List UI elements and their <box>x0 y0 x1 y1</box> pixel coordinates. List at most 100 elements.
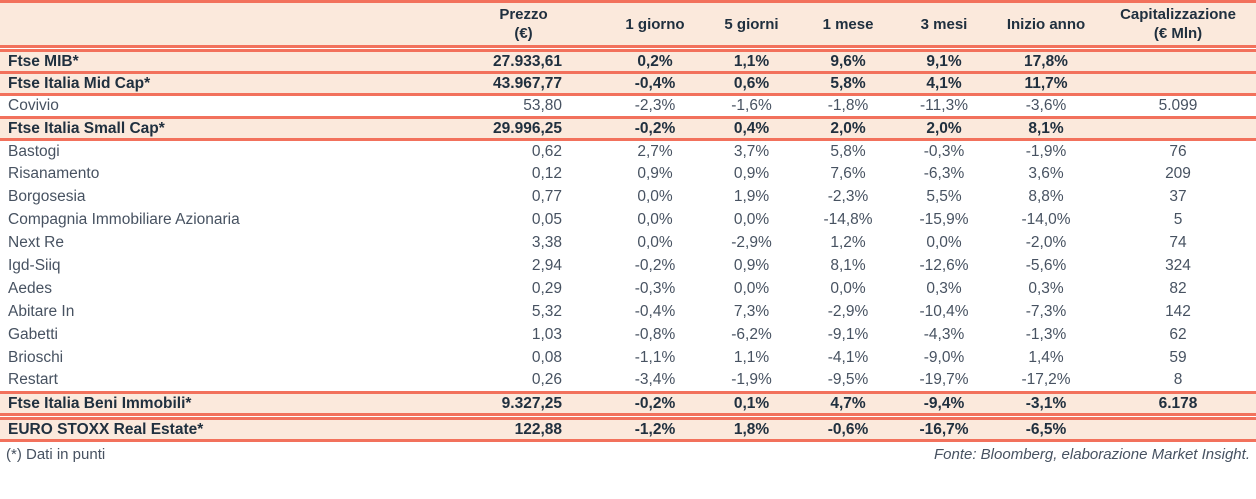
cell-prezzo: 0,29 <box>440 277 607 301</box>
cell-capitalizzazione: 82 <box>1100 277 1256 301</box>
cell-1-giorno: -0,2% <box>607 254 703 278</box>
cell-inizio-anno: 17,8% <box>992 49 1100 74</box>
cell-inizio-anno: 8,8% <box>992 185 1100 209</box>
table-row: Bastogi 0,62 2,7% 3,7% 5,8% -0,3% -1,9% … <box>0 139 1256 163</box>
cell-prezzo: 0,62 <box>440 139 607 163</box>
cell-capitalizzazione: 8 <box>1100 369 1256 393</box>
table-row: Compagnia Immobiliare Azionaria 0,05 0,0… <box>0 208 1256 232</box>
cell-1-mese: -14,8% <box>800 208 896 232</box>
cell-1-mese: 7,6% <box>800 162 896 186</box>
table-row: Brioschi 0,08 -1,1% 1,1% -4,1% -9,0% 1,4… <box>0 346 1256 370</box>
cell-3-mesi: 4,1% <box>896 71 992 96</box>
cell-prezzo: 0,77 <box>440 185 607 209</box>
cell-prezzo: 0,12 <box>440 162 607 186</box>
table-footer: (*) Dati in punti Fonte: Bloomberg, elab… <box>0 442 1256 463</box>
cell-prezzo: 43.967,77 <box>440 71 607 96</box>
cell-inizio-anno: 1,4% <box>992 346 1100 370</box>
cell-inizio-anno: -17,2% <box>992 369 1100 393</box>
col-header-inizio-anno: Inizio anno <box>992 0 1100 48</box>
cell-name: Risanamento <box>0 162 440 186</box>
cell-prezzo: 1,03 <box>440 323 607 347</box>
cell-1-mese: -4,1% <box>800 346 896 370</box>
cell-name: Bastogi <box>0 139 440 163</box>
col-header-capitalizzazione: Capitalizzazione (€ Mln) <box>1100 0 1256 48</box>
cell-capitalizzazione <box>1100 71 1256 96</box>
cell-1-mese: 4,7% <box>800 391 896 416</box>
header-row: Prezzo (€) 1 giorno 5 giorni 1 mese 3 me… <box>0 0 1256 48</box>
cell-capitalizzazione: 5 <box>1100 208 1256 232</box>
cell-capitalizzazione: 324 <box>1100 254 1256 278</box>
cell-3-mesi: -0,3% <box>896 139 992 163</box>
cell-3-mesi: 5,5% <box>896 185 992 209</box>
cell-5-giorni: 0,0% <box>703 277 800 301</box>
cell-capitalizzazione: 6.178 <box>1100 391 1256 416</box>
table-header: Prezzo (€) 1 giorno 5 giorni 1 mese 3 me… <box>0 0 1256 48</box>
col-header-prezzo: Prezzo (€) <box>440 0 607 48</box>
divider-row <box>0 414 1256 420</box>
col-header-name <box>0 0 440 48</box>
cell-inizio-anno: 0,3% <box>992 277 1100 301</box>
cell-3-mesi: 0,3% <box>896 277 992 301</box>
cell-1-giorno: -0,4% <box>607 71 703 96</box>
table-row: Ftse Italia Small Cap* 29.996,25 -0,2% 0… <box>0 116 1256 141</box>
col-header-1-giorno: 1 giorno <box>607 0 703 48</box>
cell-3-mesi: -6,3% <box>896 162 992 186</box>
cell-inizio-anno: -3,1% <box>992 391 1100 416</box>
cell-name: Ftse MIB* <box>0 49 440 74</box>
cell-name: Compagnia Immobiliare Azionaria <box>0 208 440 232</box>
col-header-1-mese: 1 mese <box>800 0 896 48</box>
cell-1-giorno: -0,2% <box>607 391 703 416</box>
cell-prezzo: 9.327,25 <box>440 391 607 416</box>
cell-1-giorno: 2,7% <box>607 139 703 163</box>
cell-1-giorno: -1,1% <box>607 346 703 370</box>
cell-1-giorno: 0,2% <box>607 49 703 74</box>
cell-capitalizzazione: 209 <box>1100 162 1256 186</box>
footnote-points: (*) Dati in punti <box>6 446 106 463</box>
market-table: Prezzo (€) 1 giorno 5 giorni 1 mese 3 me… <box>0 0 1256 442</box>
cell-inizio-anno: -7,3% <box>992 300 1100 324</box>
cell-prezzo: 122,88 <box>440 417 607 442</box>
cell-5-giorni: 0,9% <box>703 162 800 186</box>
cell-1-giorno: 0,0% <box>607 185 703 209</box>
cell-name: Ftse Italia Mid Cap* <box>0 71 440 96</box>
col-header-3-mesi: 3 mesi <box>896 0 992 48</box>
cell-prezzo: 0,05 <box>440 208 607 232</box>
cell-capitalizzazione: 142 <box>1100 300 1256 324</box>
cell-1-mese: -1,8% <box>800 94 896 118</box>
cell-1-giorno: 0,0% <box>607 208 703 232</box>
cell-1-mese: -9,5% <box>800 369 896 393</box>
cell-name: Ftse Italia Beni Immobili* <box>0 391 440 416</box>
cell-inizio-anno: 8,1% <box>992 116 1100 141</box>
cell-5-giorni: -1,6% <box>703 94 800 118</box>
cell-1-mese: -2,3% <box>800 185 896 209</box>
cell-inizio-anno: 3,6% <box>992 162 1100 186</box>
cell-3-mesi: -11,3% <box>896 94 992 118</box>
cell-3-mesi: 0,0% <box>896 231 992 255</box>
table-row: Borgosesia 0,77 0,0% 1,9% -2,3% 5,5% 8,8… <box>0 185 1256 209</box>
cell-name: Restart <box>0 369 440 393</box>
cell-1-mese: -9,1% <box>800 323 896 347</box>
cell-prezzo: 5,32 <box>440 300 607 324</box>
cell-prezzo: 29.996,25 <box>440 116 607 141</box>
table-row: Ftse Italia Mid Cap* 43.967,77 -0,4% 0,6… <box>0 71 1256 96</box>
cell-5-giorni: 0,0% <box>703 208 800 232</box>
cell-inizio-anno: -3,6% <box>992 94 1100 118</box>
cell-prezzo: 53,80 <box>440 94 607 118</box>
cell-1-mese: 0,0% <box>800 277 896 301</box>
table-row: Ftse MIB* 27.933,61 0,2% 1,1% 9,6% 9,1% … <box>0 49 1256 74</box>
cell-name: EURO STOXX Real Estate* <box>0 417 440 442</box>
cell-1-mese: 1,2% <box>800 231 896 255</box>
cell-1-mese: -0,6% <box>800 417 896 442</box>
cell-inizio-anno: -14,0% <box>992 208 1100 232</box>
cell-5-giorni: 1,1% <box>703 346 800 370</box>
cell-inizio-anno: -6,5% <box>992 417 1100 442</box>
cell-1-giorno: -0,2% <box>607 116 703 141</box>
cell-3-mesi: -16,7% <box>896 417 992 442</box>
cell-5-giorni: 0,9% <box>703 254 800 278</box>
cell-5-giorni: 0,4% <box>703 116 800 141</box>
table-row: Restart 0,26 -3,4% -1,9% -9,5% -19,7% -1… <box>0 369 1256 393</box>
cell-capitalizzazione <box>1100 417 1256 442</box>
cell-1-giorno: -0,4% <box>607 300 703 324</box>
cell-1-giorno: -2,3% <box>607 94 703 118</box>
cell-name: Borgosesia <box>0 185 440 209</box>
